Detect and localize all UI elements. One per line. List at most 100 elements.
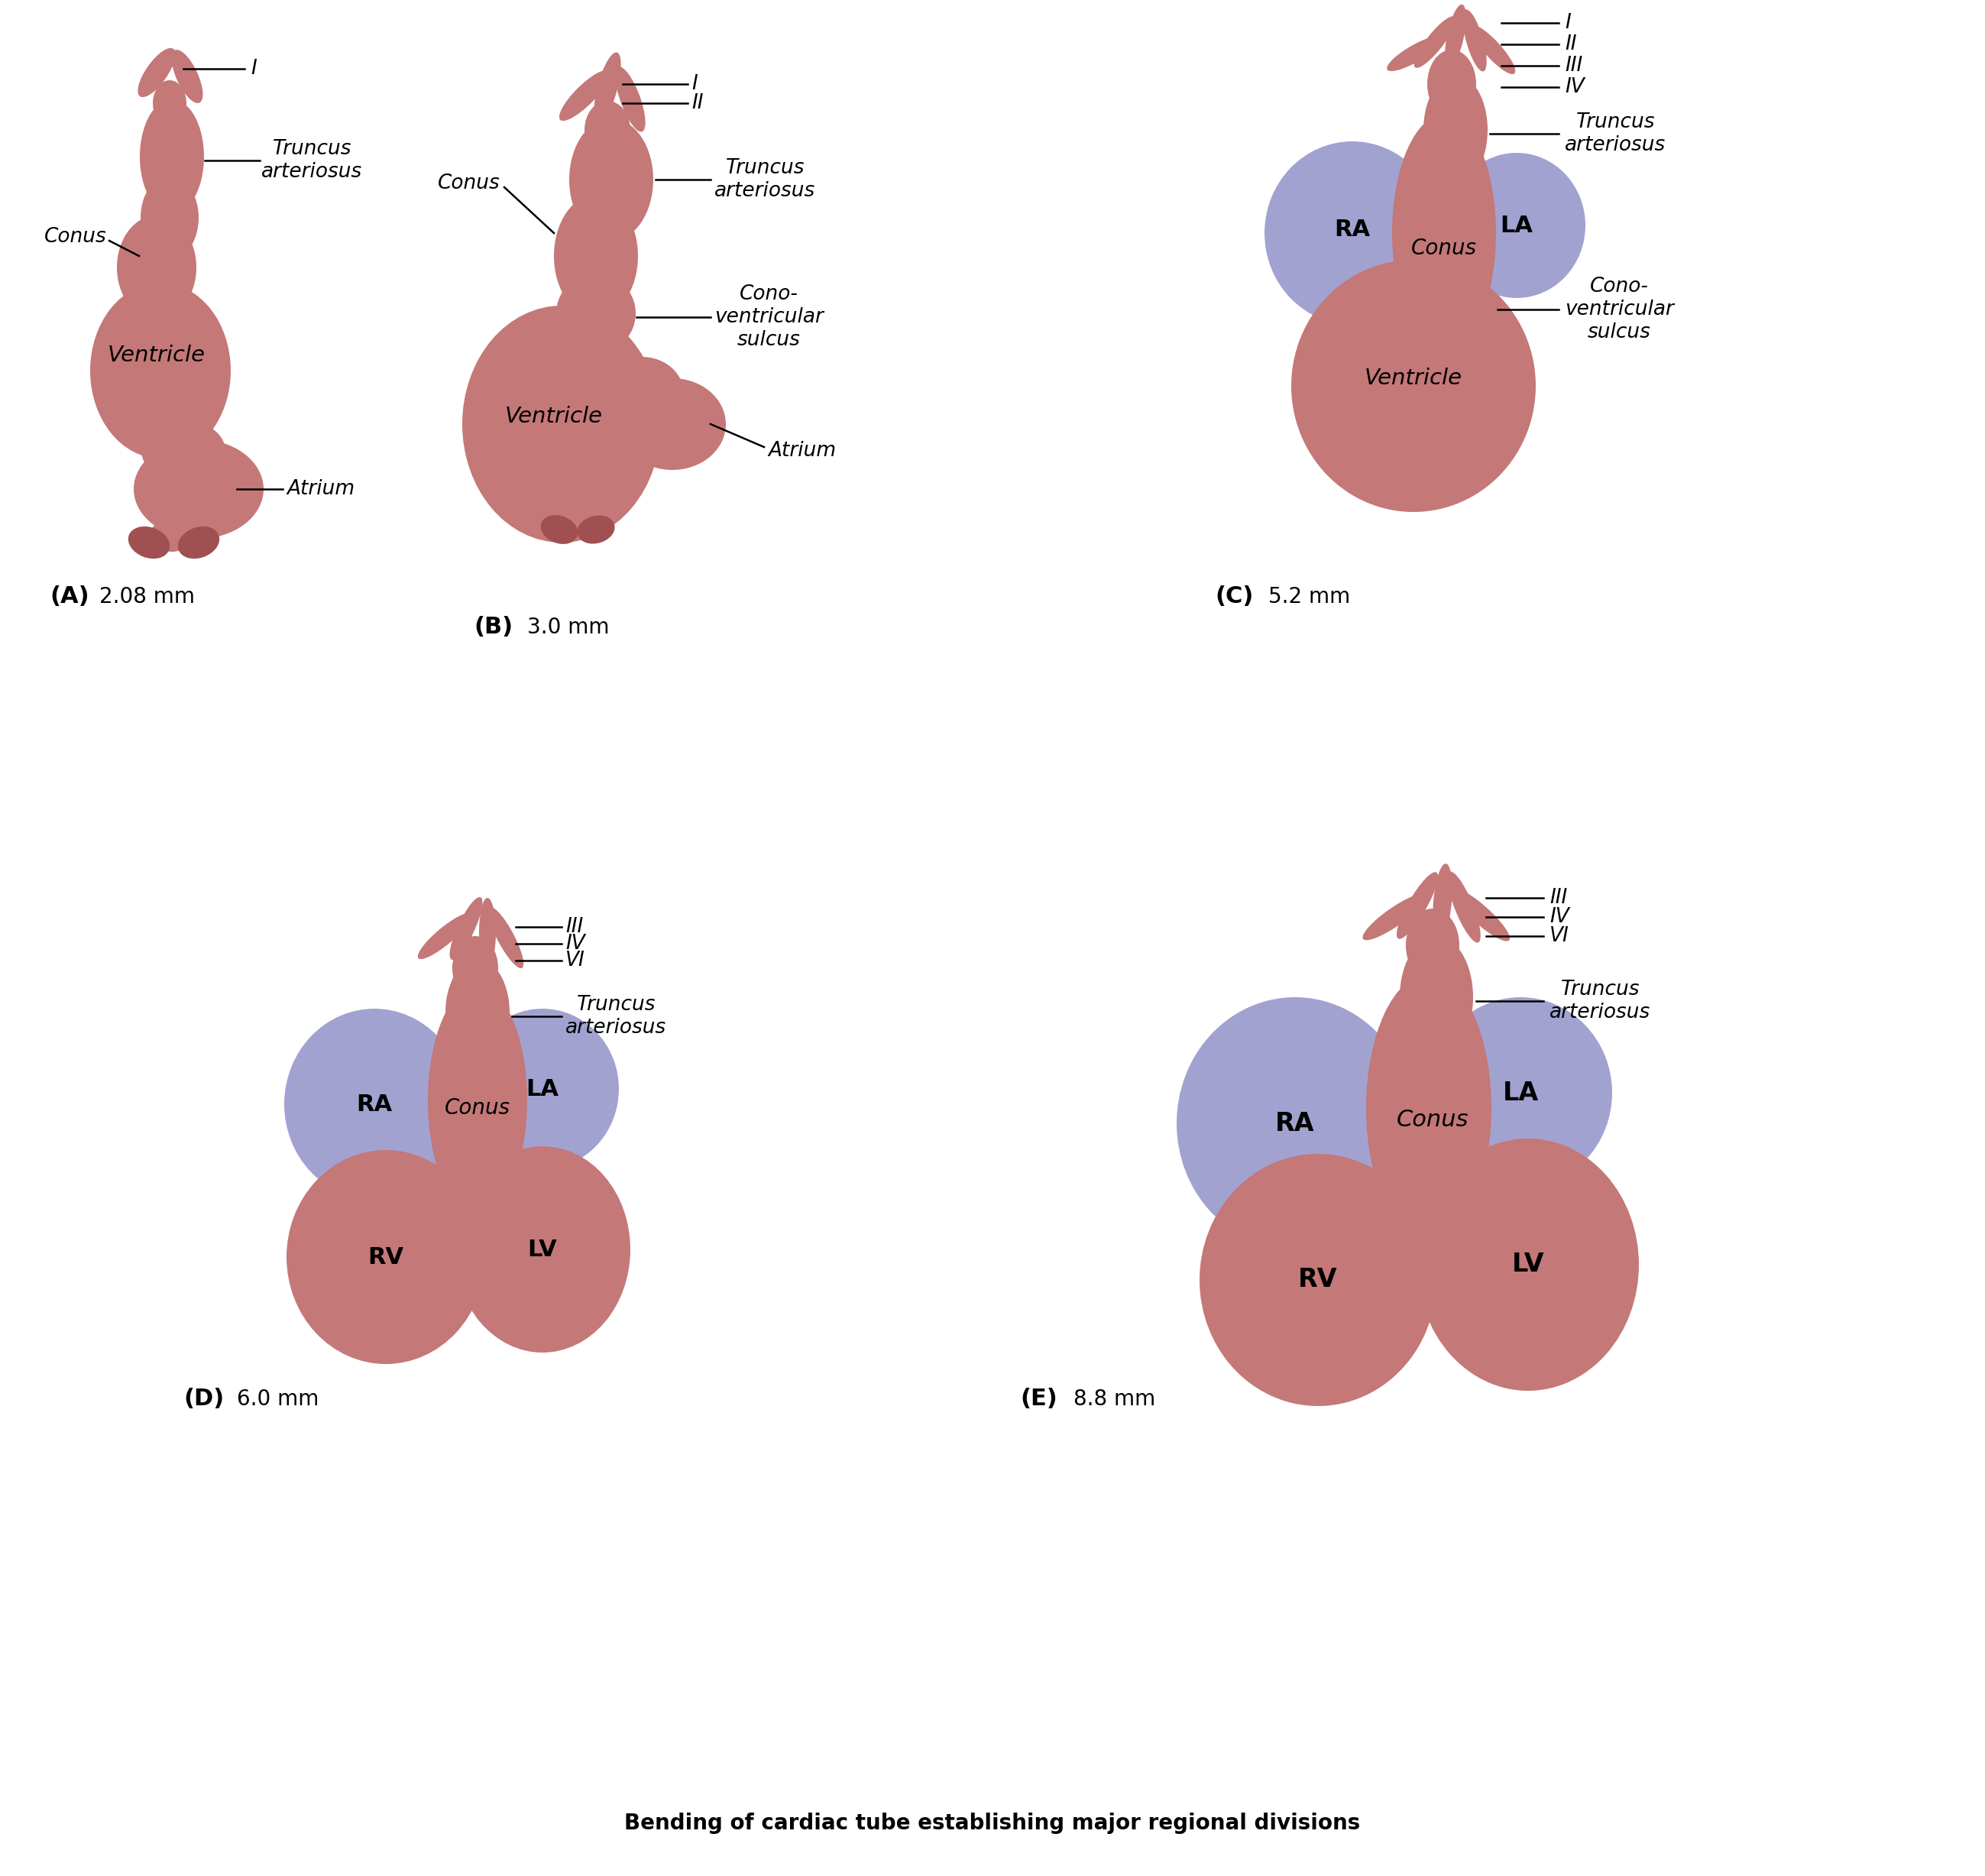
Text: I: I (250, 58, 256, 79)
Ellipse shape (556, 274, 635, 353)
Ellipse shape (560, 69, 609, 120)
Ellipse shape (151, 518, 193, 552)
Text: Truncus
arteriosus: Truncus arteriosus (566, 994, 667, 1037)
Ellipse shape (179, 527, 220, 559)
Text: 2.08 mm: 2.08 mm (99, 585, 195, 608)
Text: LV: LV (528, 1238, 558, 1261)
Ellipse shape (171, 49, 202, 103)
Ellipse shape (584, 101, 631, 159)
Ellipse shape (1423, 75, 1487, 186)
Ellipse shape (286, 1150, 484, 1364)
Text: Ventricle: Ventricle (1364, 368, 1463, 388)
Ellipse shape (153, 81, 187, 126)
Ellipse shape (1429, 998, 1612, 1188)
Text: LA: LA (526, 1079, 560, 1099)
Ellipse shape (1445, 4, 1467, 68)
Ellipse shape (478, 899, 496, 966)
Text: (C): (C) (1215, 585, 1253, 608)
Text: Truncus
arteriosus: Truncus arteriosus (262, 139, 363, 182)
Text: II: II (1564, 34, 1576, 54)
Ellipse shape (578, 516, 615, 544)
Text: LA: LA (1501, 214, 1532, 236)
Ellipse shape (1417, 1139, 1640, 1390)
Text: RV: RV (367, 1246, 403, 1268)
Ellipse shape (540, 516, 578, 544)
Text: VI: VI (566, 951, 586, 970)
Ellipse shape (1405, 908, 1459, 981)
Ellipse shape (141, 420, 226, 482)
Text: 5.2 mm: 5.2 mm (1268, 585, 1350, 608)
Ellipse shape (615, 68, 645, 131)
Text: I: I (691, 75, 697, 94)
Text: (A): (A) (50, 585, 89, 608)
Ellipse shape (1177, 998, 1413, 1249)
Ellipse shape (619, 379, 727, 471)
Ellipse shape (1397, 872, 1437, 938)
Text: (D): (D) (183, 1388, 224, 1411)
Ellipse shape (570, 118, 653, 240)
Ellipse shape (141, 176, 198, 259)
Text: RA: RA (1274, 1111, 1314, 1135)
Ellipse shape (417, 914, 472, 959)
Ellipse shape (1388, 36, 1443, 71)
Ellipse shape (1199, 1154, 1437, 1405)
Ellipse shape (133, 439, 264, 538)
Ellipse shape (1463, 9, 1487, 71)
Ellipse shape (1471, 24, 1515, 75)
Ellipse shape (89, 283, 230, 458)
Ellipse shape (554, 195, 637, 317)
Ellipse shape (453, 936, 498, 1000)
Ellipse shape (1366, 974, 1491, 1242)
Text: Truncus
arteriosus: Truncus arteriosus (715, 158, 816, 201)
Text: Conus: Conus (1411, 238, 1477, 259)
Text: (B): (B) (474, 615, 512, 638)
Text: Truncus
arteriosus: Truncus arteriosus (1550, 979, 1652, 1022)
Text: IV: IV (1564, 77, 1584, 98)
Ellipse shape (556, 507, 597, 540)
Text: LA: LA (1503, 1081, 1538, 1105)
Text: Cono-
ventricular
sulcus: Cono- ventricular sulcus (1564, 276, 1673, 341)
Text: 3.0 mm: 3.0 mm (528, 617, 609, 638)
Text: Conus: Conus (44, 227, 107, 248)
Ellipse shape (1427, 49, 1477, 118)
Ellipse shape (599, 356, 683, 430)
Ellipse shape (1264, 141, 1441, 325)
Ellipse shape (488, 906, 524, 968)
Text: III: III (1550, 887, 1568, 908)
Text: Ventricle: Ventricle (504, 405, 603, 428)
Text: III: III (1564, 56, 1582, 75)
Text: Bending of cardiac tube establishing major regional divisions: Bending of cardiac tube establishing maj… (625, 1812, 1360, 1835)
Text: III: III (566, 917, 584, 936)
Text: Ventricle: Ventricle (107, 345, 206, 366)
Ellipse shape (1447, 872, 1481, 942)
Ellipse shape (455, 1146, 631, 1353)
Text: RA: RA (357, 1094, 393, 1116)
Ellipse shape (1413, 17, 1455, 68)
Text: Cono-
ventricular
sulcus: Cono- ventricular sulcus (715, 285, 824, 351)
Ellipse shape (1433, 863, 1453, 940)
Ellipse shape (1399, 936, 1473, 1058)
Text: I: I (1564, 13, 1570, 34)
Text: RV: RV (1298, 1268, 1338, 1293)
Text: IV: IV (1550, 908, 1570, 927)
Text: (E): (E) (1020, 1388, 1058, 1411)
Text: 8.8 mm: 8.8 mm (1074, 1388, 1155, 1411)
Text: II: II (691, 94, 703, 113)
Ellipse shape (463, 306, 661, 542)
Text: Conus: Conus (445, 1097, 510, 1118)
Text: Conus: Conus (439, 173, 500, 193)
Ellipse shape (451, 897, 482, 961)
Text: Conus: Conus (1397, 1109, 1469, 1131)
Text: RA: RA (1334, 218, 1370, 240)
Text: VI: VI (1550, 927, 1570, 946)
Ellipse shape (466, 1009, 619, 1169)
Ellipse shape (284, 1009, 464, 1201)
Ellipse shape (1451, 887, 1511, 942)
Ellipse shape (1447, 152, 1586, 298)
Ellipse shape (445, 959, 510, 1066)
Ellipse shape (429, 985, 528, 1216)
Ellipse shape (129, 527, 171, 559)
Text: LV: LV (1513, 1251, 1544, 1278)
Ellipse shape (139, 99, 204, 214)
Text: 6.0 mm: 6.0 mm (236, 1388, 320, 1411)
